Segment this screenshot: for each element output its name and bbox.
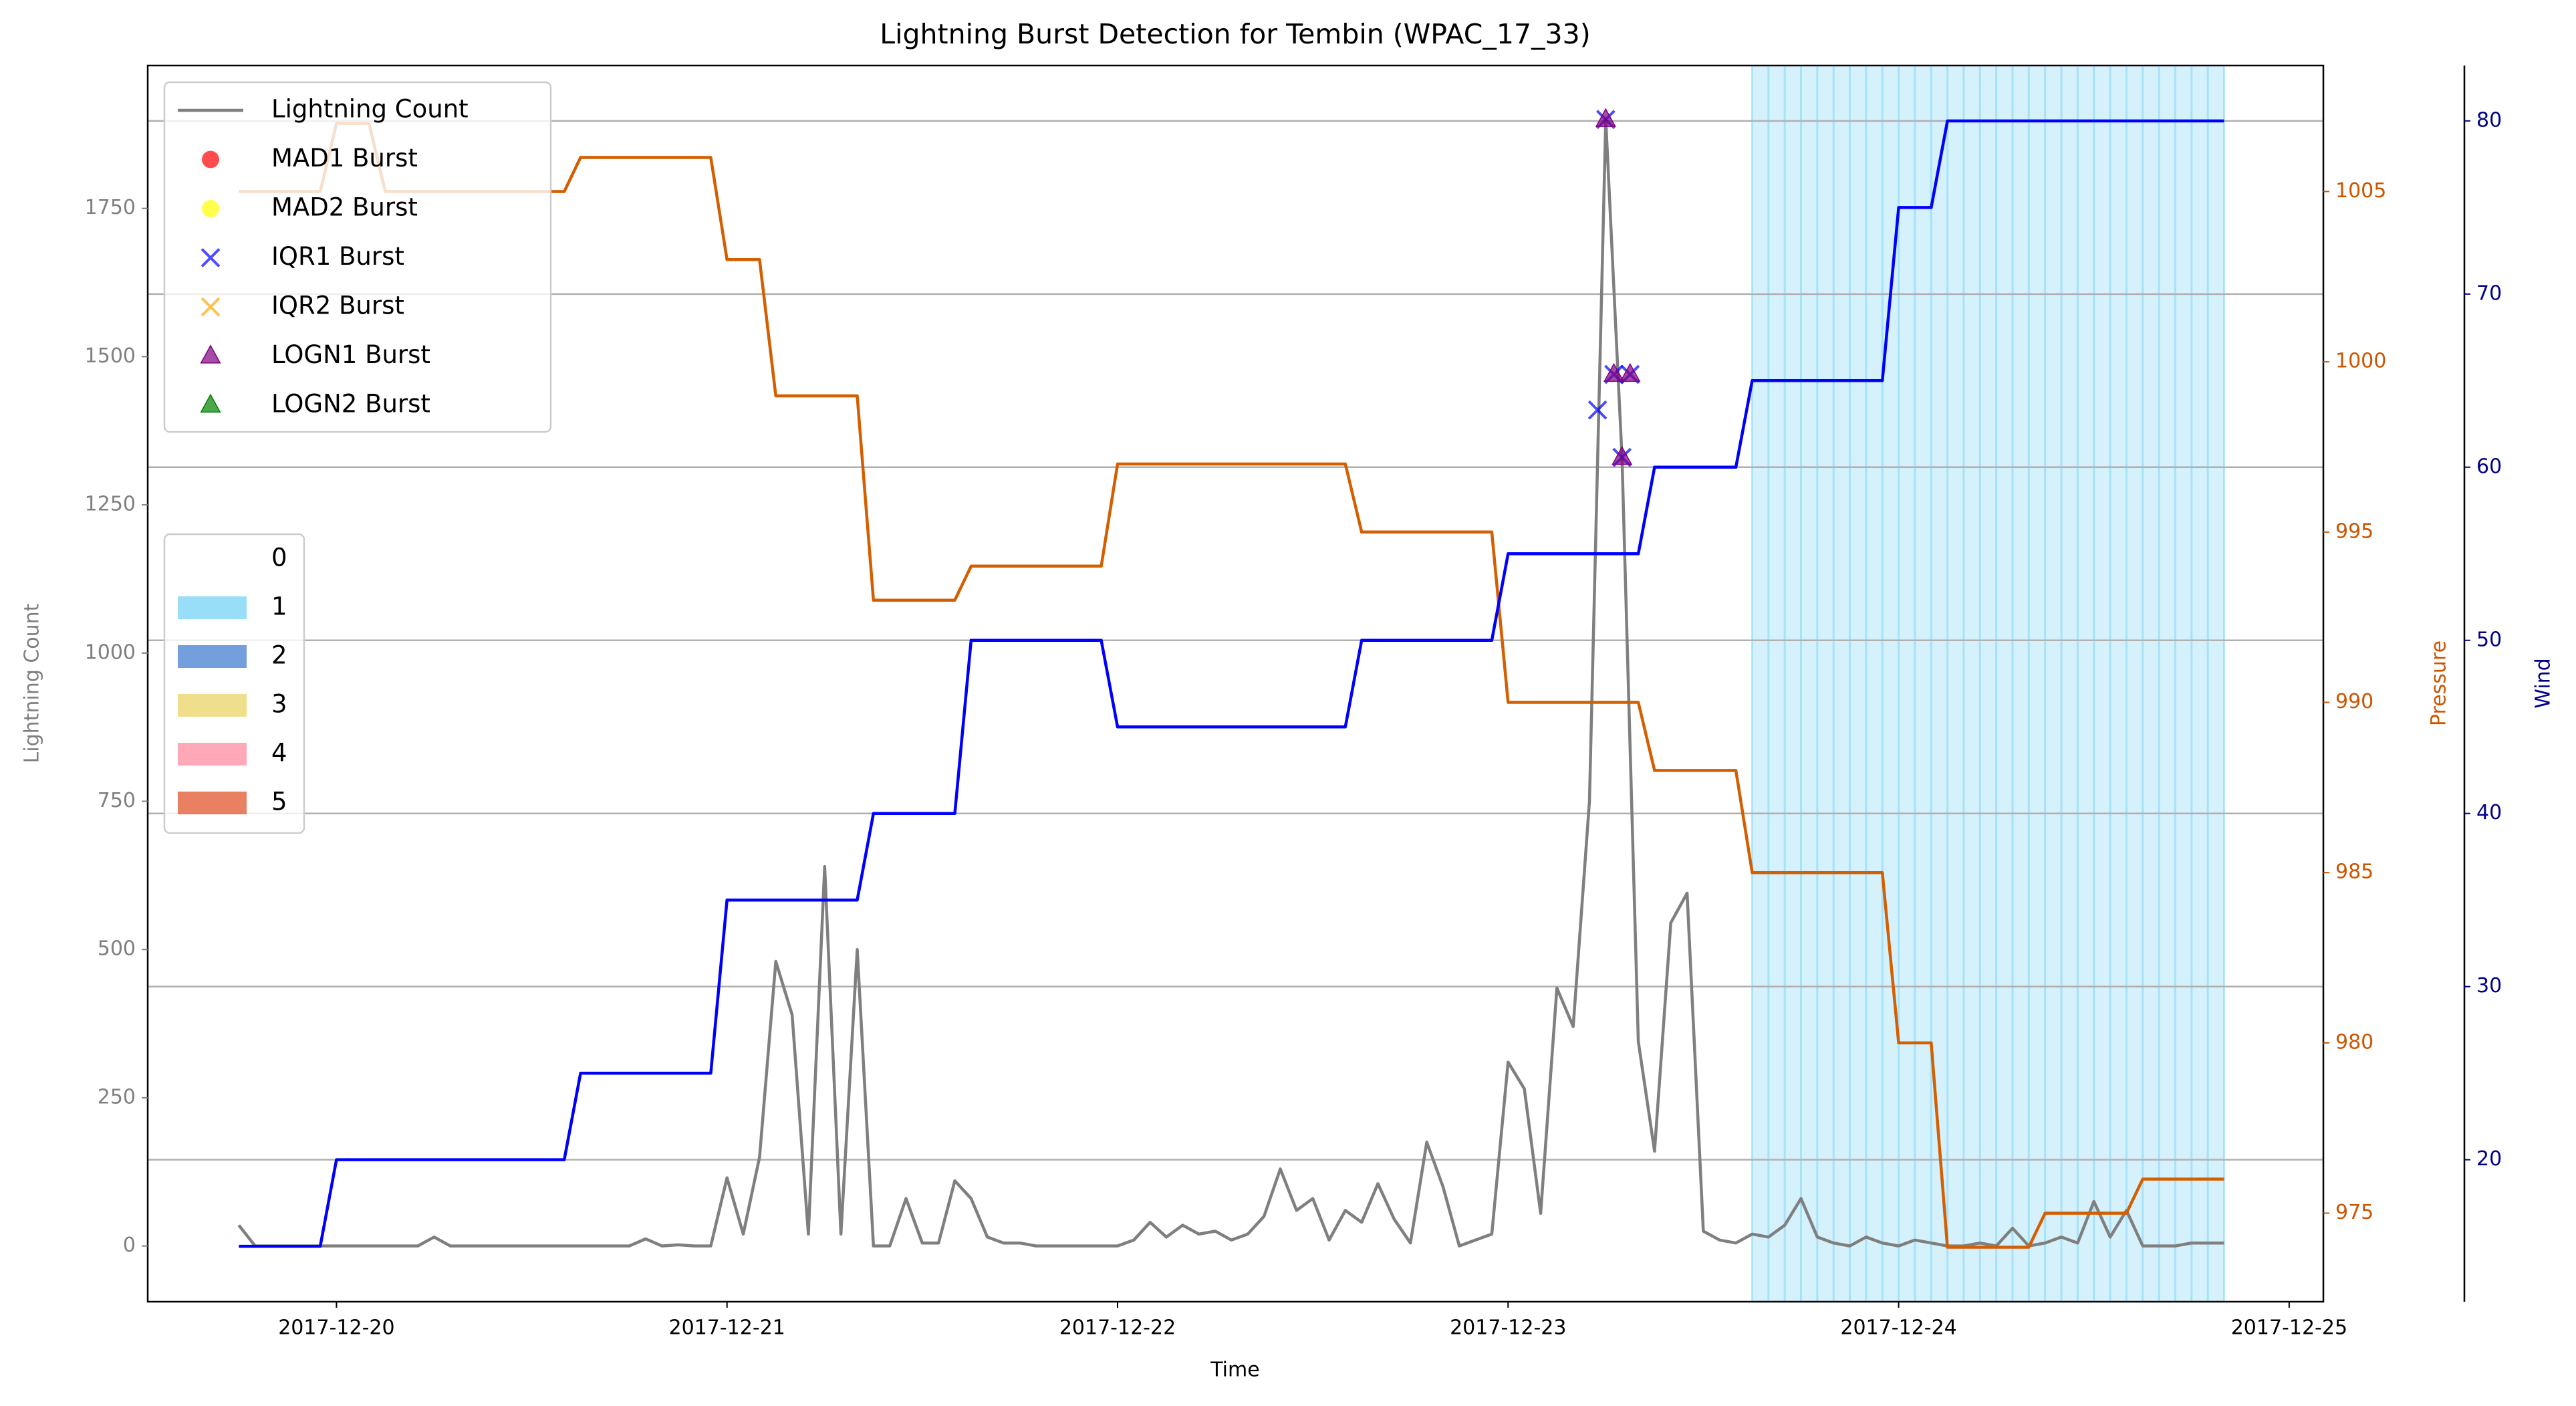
shading-layer [1751, 66, 2225, 1302]
y3-tick-label: 60 [2476, 455, 2502, 478]
series-line [239, 122, 2224, 1249]
y3-tick-label: 70 [2476, 281, 2502, 305]
y3-tick-label: 20 [2476, 1147, 2502, 1171]
plot-frame [146, 64, 2325, 1303]
legend-label: MAD1 Burst [271, 144, 418, 172]
y3-tick-label: 80 [2476, 108, 2502, 132]
legend-marker [200, 393, 221, 413]
legend-label: 0 [271, 544, 287, 572]
burst-marker [1603, 362, 1625, 382]
y2-tick-label: 980 [2335, 1030, 2373, 1054]
y-tick-label: 1750 [85, 196, 136, 219]
x-axis-label: Time [1210, 1359, 1259, 1382]
intensity-span [1752, 66, 2224, 1302]
legend-label: IQR2 Burst [271, 291, 404, 320]
y-tick-label: 1500 [85, 344, 136, 368]
y3-tick-label: 50 [2476, 628, 2502, 651]
x-tick-label: 2017-12-20 [278, 1316, 394, 1340]
x-tick-label: 2017-12-21 [669, 1316, 785, 1340]
legend-box [163, 81, 552, 433]
markers-layer [1587, 108, 1641, 467]
chart-title: Lightning Burst Detection for Tembin (WP… [880, 18, 1590, 50]
legend-marker [200, 344, 221, 364]
legend-label: 1 [271, 592, 287, 621]
burst-marker [1620, 362, 1641, 382]
y3-tick-label: 30 [2476, 974, 2502, 998]
legend-swatch [178, 792, 247, 814]
legend-label: 2 [271, 641, 287, 670]
y-tick-label: 750 [98, 789, 136, 812]
x-tick-label: 2017-12-25 [2231, 1316, 2347, 1340]
legend-marker [201, 297, 221, 317]
y3-tick-label: 40 [2476, 801, 2502, 824]
x-tick-label: 2017-12-22 [1059, 1316, 1176, 1340]
y-tick-label: 250 [98, 1085, 136, 1108]
legend-swatch [178, 743, 247, 766]
legend-swatch [178, 694, 247, 717]
y-tick-label: 0 [123, 1234, 136, 1257]
burst-marker [1587, 400, 1607, 420]
legend-label: Lightning Count [271, 95, 469, 124]
legend-label: LOGN2 Burst [271, 390, 430, 419]
legend-marker [202, 150, 219, 168]
series-line [239, 119, 2224, 1248]
y-tick-label: 500 [98, 937, 136, 961]
burst-marker [1595, 108, 1616, 127]
lines-layer [237, 118, 2224, 1249]
x-tick-label: 2017-12-24 [1840, 1316, 1956, 1340]
legend-label: MAD2 Burst [271, 193, 418, 222]
y2-tick-label: 990 [2335, 690, 2373, 713]
legend-label: 3 [271, 690, 287, 719]
burst-marker [1612, 446, 1633, 465]
y2-tick-label: 995 [2335, 519, 2373, 543]
y2-tick-label: 975 [2335, 1201, 2373, 1224]
x-tick-label: 2017-12-23 [1450, 1316, 1566, 1340]
legend-layer: Lightning Count MAD1 Burst MAD2 Burst IQR1 … [163, 81, 552, 834]
series-line [237, 118, 2224, 1248]
y-tick-label: 1000 [85, 640, 136, 664]
y2-tick-label: 1005 [2335, 179, 2386, 203]
y2-tick-label: 985 [2335, 860, 2373, 884]
legend-marker [201, 248, 221, 267]
legend-swatch [178, 645, 247, 668]
legend-label: 5 [271, 788, 287, 816]
y2-tick-label: 1000 [2335, 350, 2386, 373]
legend-label: LOGN1 Burst [271, 340, 430, 369]
axes-layer: 2017-12-20 2017-12-21 2017-12-22 2017-12-23… [85, 64, 2502, 1340]
legend-swatch [178, 548, 247, 570]
legend-swatch [178, 596, 247, 619]
legend-label: 4 [271, 739, 287, 768]
y2-axis-label: Pressure [2428, 640, 2451, 726]
y3-axis-label: Wind [2532, 658, 2555, 708]
y-axis-label: Lightning Count [21, 603, 44, 763]
legend-label: IQR1 Burst [271, 242, 404, 271]
legend-marker [202, 200, 219, 217]
y-tick-label: 1250 [85, 493, 136, 516]
